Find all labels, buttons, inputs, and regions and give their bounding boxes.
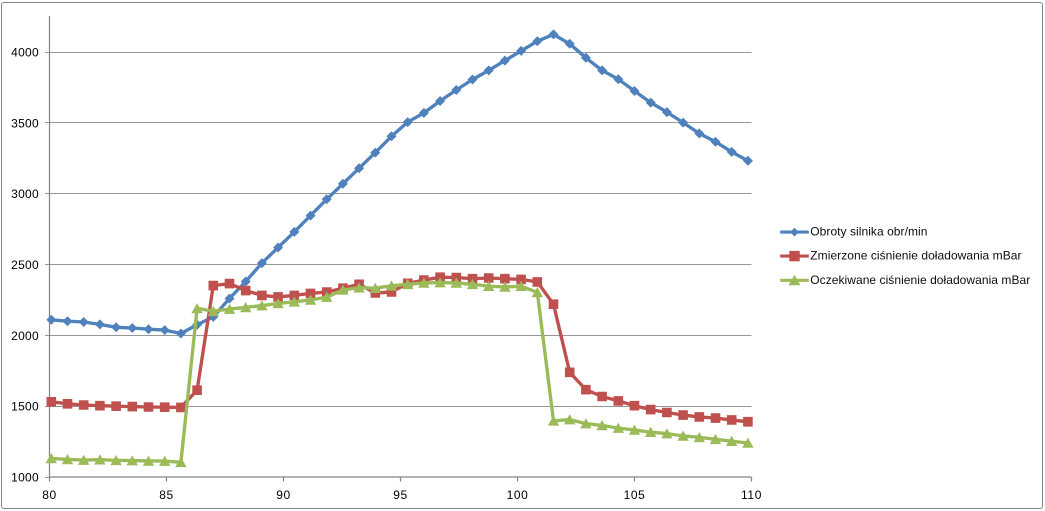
svg-text:Obroty silnika obr/min: Obroty silnika obr/min [810, 225, 927, 239]
svg-text:1000: 1000 [11, 471, 39, 485]
svg-text:Oczekiwane ciśnienie doładowan: Oczekiwane ciśnienie doładowania mBar [810, 273, 1030, 287]
svg-text:105: 105 [624, 488, 646, 502]
svg-text:80: 80 [42, 488, 57, 502]
svg-text:3500: 3500 [11, 116, 39, 130]
svg-text:Zmierzone ciśnienie doładowani: Zmierzone ciśnienie doładowania mBar [810, 249, 1021, 263]
svg-text:95: 95 [393, 488, 408, 502]
svg-text:3000: 3000 [11, 187, 39, 201]
svg-text:4000: 4000 [11, 46, 39, 60]
svg-text:110: 110 [741, 488, 762, 502]
svg-text:2000: 2000 [11, 329, 39, 343]
svg-text:85: 85 [159, 488, 174, 502]
svg-text:100: 100 [507, 488, 529, 502]
svg-text:90: 90 [276, 488, 291, 502]
svg-text:1500: 1500 [11, 400, 39, 414]
svg-text:2500: 2500 [11, 258, 39, 272]
